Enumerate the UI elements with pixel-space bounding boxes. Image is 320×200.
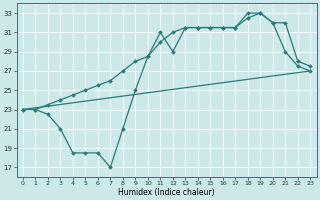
X-axis label: Humidex (Indice chaleur): Humidex (Indice chaleur)	[118, 188, 215, 197]
